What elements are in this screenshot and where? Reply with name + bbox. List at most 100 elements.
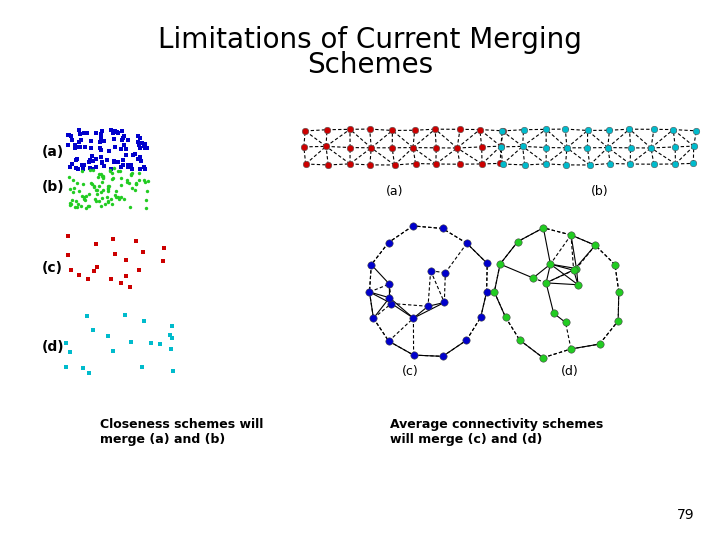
Point <box>584 161 595 170</box>
Point <box>609 260 621 269</box>
Point <box>63 141 74 150</box>
Point <box>541 159 552 168</box>
Point <box>386 299 397 308</box>
Point <box>645 144 657 152</box>
Point <box>321 125 333 134</box>
Point <box>64 347 76 356</box>
Point <box>122 160 134 169</box>
Point <box>86 137 97 146</box>
Point <box>130 180 142 188</box>
Point <box>117 134 129 143</box>
Point <box>135 153 146 161</box>
Point <box>102 156 113 164</box>
Point <box>541 143 552 152</box>
Point <box>136 362 148 371</box>
Point <box>145 339 156 347</box>
Point <box>105 275 117 284</box>
Point <box>344 143 356 152</box>
Point <box>85 143 96 152</box>
Point <box>70 196 81 205</box>
Point <box>112 167 123 176</box>
Point <box>63 173 75 181</box>
Point <box>122 136 134 144</box>
Point <box>613 316 624 325</box>
Point <box>109 127 121 136</box>
Point <box>81 312 92 320</box>
Text: 79: 79 <box>678 508 695 522</box>
Point <box>109 249 121 258</box>
Point <box>141 187 153 195</box>
Point <box>90 155 102 164</box>
Point <box>75 202 86 211</box>
Point <box>86 180 98 188</box>
Point <box>87 325 99 334</box>
Point <box>384 293 395 302</box>
Point <box>98 136 109 145</box>
Point <box>91 186 102 194</box>
Point <box>323 160 334 169</box>
Point <box>98 161 109 170</box>
Text: (d): (d) <box>42 340 65 354</box>
Point <box>68 188 79 197</box>
Point <box>123 179 135 187</box>
Point <box>122 136 134 144</box>
Point <box>383 337 395 346</box>
Point <box>495 142 506 151</box>
Text: Average connectivity schemes
will merge (c) and (d): Average connectivity schemes will merge … <box>390 418 603 446</box>
Point <box>95 146 107 154</box>
Point <box>498 126 509 135</box>
Point <box>69 144 81 152</box>
Point <box>120 145 131 153</box>
Point <box>590 241 601 249</box>
Point <box>93 173 104 181</box>
Point <box>476 143 487 151</box>
Point <box>298 143 310 151</box>
Point <box>364 125 375 133</box>
Point <box>135 157 146 165</box>
Point <box>97 186 109 194</box>
Point <box>117 160 129 169</box>
Point <box>429 125 441 133</box>
Point <box>76 161 87 170</box>
Point <box>76 192 87 201</box>
Point <box>83 202 94 211</box>
Text: Limitations of Current Merging: Limitations of Current Merging <box>158 26 582 54</box>
Point <box>107 175 118 184</box>
Point <box>71 164 82 173</box>
Point <box>78 195 90 204</box>
Point <box>320 142 332 151</box>
Point <box>559 318 571 327</box>
Point <box>84 156 95 164</box>
Point <box>133 140 145 149</box>
Point <box>115 192 127 201</box>
Point <box>107 169 118 178</box>
Point <box>96 153 107 161</box>
Point <box>64 163 76 172</box>
Point <box>125 202 136 211</box>
Point <box>110 186 122 195</box>
Point <box>603 126 615 134</box>
Point <box>688 142 699 151</box>
Point <box>99 200 111 208</box>
Point <box>496 126 508 135</box>
Point <box>514 336 526 345</box>
Point <box>82 275 94 284</box>
Point <box>518 125 529 134</box>
Point <box>90 196 102 205</box>
Point <box>96 127 107 136</box>
Point <box>76 136 87 145</box>
Point <box>88 267 99 276</box>
Point <box>70 142 81 151</box>
Point <box>384 280 395 288</box>
Point <box>118 194 130 203</box>
Point <box>407 221 418 230</box>
Point <box>103 182 114 191</box>
Point <box>96 194 108 202</box>
Point <box>648 125 660 133</box>
Point <box>96 170 107 178</box>
Point <box>120 272 131 280</box>
Point <box>104 182 115 191</box>
Point <box>548 309 559 318</box>
Point <box>140 140 151 149</box>
Point <box>84 190 95 199</box>
